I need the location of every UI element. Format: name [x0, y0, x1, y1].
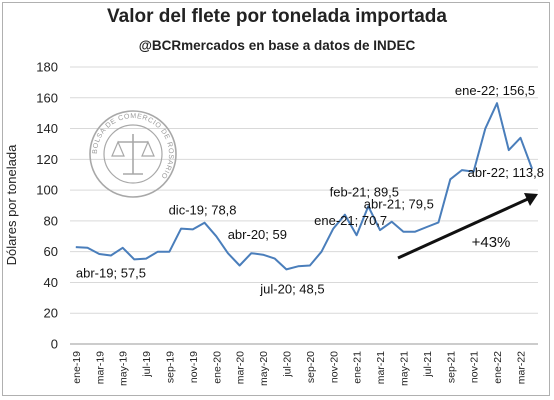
- x-tick-label: mar-22: [515, 351, 527, 384]
- x-tick-label: may-19: [118, 351, 130, 386]
- x-tick-label: ene-20: [211, 351, 223, 384]
- x-tick-label: mar-21: [375, 351, 387, 384]
- y-axis-ticks: 0 20 40 60 80 100 120 140 160 180: [36, 60, 58, 352]
- x-tick-label: ene-19: [71, 351, 83, 384]
- y-tick-label: 180: [36, 60, 58, 75]
- data-labels: abr-19; 57,5 dic-19; 78,8 abr-20; 59 jul-20…: [76, 83, 544, 296]
- x-tick-label: nov-19: [188, 351, 200, 383]
- x-tick-label: ene-21: [352, 351, 364, 384]
- y-axis-label: Dólares por tonelada: [4, 144, 19, 265]
- data-label: jul-20; 48,5: [259, 281, 324, 296]
- x-tick-label: ene-22: [492, 351, 504, 384]
- data-label: abr-19; 57,5: [76, 266, 146, 281]
- series-line: [75, 102, 534, 271]
- chart-subtitle: @BCRmercados en base a datos de INDEC: [138, 38, 416, 53]
- x-tick-label: jul-19: [141, 351, 153, 378]
- x-tick-label: sep-19: [164, 351, 176, 383]
- y-tick-label: 0: [51, 337, 58, 352]
- gridlines: [70, 66, 538, 345]
- data-label: ene-21; 70,7: [314, 213, 387, 228]
- x-tick-label: sep-20: [305, 351, 317, 383]
- x-tick-label: mar-19: [94, 351, 106, 384]
- y-tick-label: 100: [36, 183, 58, 198]
- freight-series: [75, 102, 534, 271]
- x-tick-label: nov-21: [469, 351, 481, 383]
- x-tick-label: may-21: [398, 351, 410, 386]
- trend-arrow: [397, 193, 538, 260]
- data-label: abr-22; 113,8: [468, 165, 544, 180]
- y-tick-label: 80: [44, 213, 58, 228]
- y-tick-label: 40: [44, 275, 58, 290]
- x-tick-label: sep-21: [445, 351, 457, 383]
- x-tick-label: jul-21: [422, 351, 434, 378]
- x-tick-label: may-20: [258, 351, 270, 386]
- bcr-seal-logo: BOLSA DE COMERCIO DE ROSARIO: [89, 110, 177, 198]
- chart-title: Valor del flete por tonelada importada: [107, 6, 447, 27]
- data-label: dic-19; 78,8: [169, 203, 237, 218]
- x-tick-label: nov-20: [328, 351, 340, 383]
- data-label: ene-22; 156,5: [455, 83, 535, 98]
- change-label: +43%: [472, 234, 511, 251]
- y-tick-label: 140: [36, 121, 58, 136]
- y-tick-label: 160: [36, 90, 58, 105]
- y-tick-label: 60: [44, 244, 58, 259]
- y-tick-label: 20: [44, 306, 58, 321]
- data-label: abr-20; 59: [228, 227, 287, 242]
- x-axis-ticks: ene-19 mar-19 may-19 jul-19 sep-19 nov-19 ene-…: [71, 351, 528, 386]
- data-label: feb-21; 89,5: [330, 184, 399, 199]
- y-tick-label: 120: [36, 152, 58, 167]
- x-tick-label: jul-20: [281, 351, 293, 378]
- data-label: abr-21; 79,5: [364, 197, 434, 212]
- chart-frame: [2, 2, 550, 396]
- x-tick-label: mar-20: [235, 351, 247, 384]
